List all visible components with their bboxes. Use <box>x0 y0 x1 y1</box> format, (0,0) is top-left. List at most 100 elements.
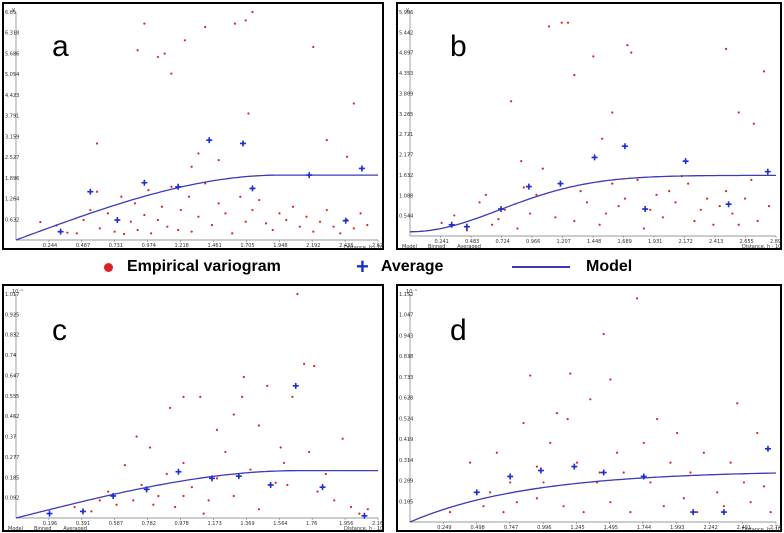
empirical-point <box>495 451 498 454</box>
empirical-point <box>89 208 92 212</box>
x-tick-label: 0.747 <box>504 525 518 531</box>
average-point <box>319 484 326 491</box>
empirical-point <box>95 190 99 193</box>
empirical-point <box>579 189 582 193</box>
x-tick-label: 0.241 <box>435 239 449 245</box>
empirical-point <box>170 72 173 75</box>
panel-label-c: c <box>52 314 67 347</box>
average-point <box>720 509 727 516</box>
empirical-point <box>510 100 513 103</box>
empirical-point <box>562 505 565 508</box>
empirical-point <box>601 137 604 140</box>
empirical-point <box>113 230 116 233</box>
footer-legend-binned: Binned <box>34 526 51 532</box>
empirical-point <box>249 468 252 471</box>
y-tick-label: 3.265 <box>399 112 413 118</box>
empirical-point <box>136 228 139 232</box>
empirical-point <box>696 511 699 514</box>
x-tick-label: 2.491 <box>737 525 751 531</box>
average-point <box>358 165 365 172</box>
average-point <box>267 481 274 488</box>
x-tick-label: 0.244 <box>43 243 57 249</box>
empirical-point <box>724 189 728 193</box>
y-tick-label: 0.647 <box>5 373 19 379</box>
y-tick-label: 0.943 <box>399 333 413 339</box>
y-tick-label: 1.017 <box>5 292 19 298</box>
x-tick-label: 1.948 <box>273 243 287 249</box>
y-tick-label: 3.159 <box>5 134 19 140</box>
average-point <box>80 508 87 515</box>
empirical-point <box>224 450 227 454</box>
average-point <box>206 137 213 144</box>
empirical-point <box>120 195 123 198</box>
y-axis-label: 10⁻¹ <box>406 289 417 295</box>
empirical-point <box>489 491 492 494</box>
average-point <box>448 221 455 228</box>
empirical-point <box>615 451 619 454</box>
empirical-point <box>635 297 639 300</box>
average-point <box>537 467 544 474</box>
empirical-point <box>177 228 180 232</box>
empirical-point <box>366 508 369 511</box>
empirical-point <box>604 212 608 215</box>
x-tick-label: 1.689 <box>618 239 632 245</box>
x-tick-label: 0.487 <box>76 243 90 249</box>
average-point <box>507 473 514 480</box>
x-axis-label: Distance, h · 10⁻² <box>742 244 782 250</box>
y-tick-label: 0.74 <box>5 353 16 359</box>
y-tick-label: 1.047 <box>399 313 413 319</box>
legend-model: Model <box>512 256 632 278</box>
empirical-point <box>271 228 274 232</box>
empirical-point <box>762 70 766 73</box>
variogram-chart-d: 10⁻¹ 0.105 0.209 0.314 0.419 0.524 0.628 0.733 0… <box>399 289 782 532</box>
y-tick-label: 0.832 <box>5 333 19 339</box>
empirical-point <box>602 332 605 336</box>
average-point <box>463 223 470 230</box>
y-tick-label: 1.088 <box>399 193 413 199</box>
empirical-point <box>132 499 135 502</box>
average-point <box>591 154 598 161</box>
empirical-point <box>762 485 766 488</box>
variogram-panel-c: 10⁻¹ 0.092 0.185 0.277 0.37 0.462 0.555 0.647 0.… <box>2 284 384 532</box>
empirical-point <box>73 505 76 509</box>
empirical-point <box>324 472 328 476</box>
x-tick-label: 2.172 <box>679 239 693 245</box>
empirical-point <box>332 225 335 228</box>
empirical-point <box>197 215 200 218</box>
y-tick-label: 0.419 <box>399 437 413 443</box>
empirical-point <box>674 201 677 204</box>
empirical-point <box>497 218 500 221</box>
empirical-point <box>712 223 715 226</box>
variogram-panel-d: 10⁻¹ 0.105 0.209 0.314 0.419 0.524 0.628 0.733 0… <box>396 284 782 532</box>
empirical-point <box>515 501 518 504</box>
empirical-point <box>150 232 153 235</box>
empirical-point <box>509 481 512 484</box>
average-point <box>690 509 697 516</box>
empirical-point <box>257 508 260 511</box>
empirical-point <box>187 195 191 198</box>
empirical-point <box>693 219 696 223</box>
y-tick-label: 0.37 <box>5 435 16 441</box>
footer-legend-model: Model <box>8 526 23 532</box>
empirical-point <box>661 216 664 219</box>
empirical-point <box>182 494 185 498</box>
empirical-point <box>152 503 155 506</box>
y-tick-label: 0.209 <box>399 479 413 485</box>
empirical-point <box>716 491 719 494</box>
average-point <box>249 185 256 192</box>
empirical-point <box>566 417 569 421</box>
average-point <box>642 206 649 213</box>
average-point <box>235 473 242 480</box>
empirical-point <box>339 232 342 235</box>
empirical-point <box>341 437 344 440</box>
average-point <box>557 180 564 187</box>
y-axis-label: y <box>12 7 15 13</box>
empirical-point <box>448 511 452 514</box>
empirical-point <box>251 208 254 212</box>
y-tick-label: 0.185 <box>5 475 19 481</box>
empirical-point <box>655 193 658 196</box>
x-tick-label: 2.161 <box>372 521 384 527</box>
empirical-point <box>274 481 277 484</box>
empirical-point <box>573 73 576 77</box>
empirical-point <box>264 222 268 225</box>
